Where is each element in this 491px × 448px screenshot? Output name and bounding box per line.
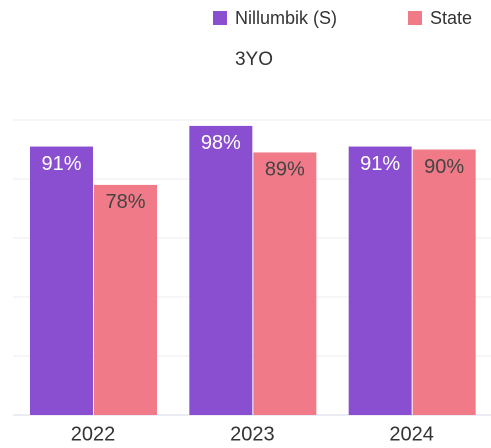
x-tick-label: 2022	[71, 423, 116, 445]
x-tick-label: 2023	[230, 423, 275, 445]
legend-swatch	[408, 11, 422, 25]
bar	[348, 146, 412, 416]
bar	[412, 149, 476, 415]
legend-label: State	[430, 8, 472, 28]
chart-title: 3YO	[235, 49, 273, 70]
value-label: 90%	[424, 156, 464, 178]
x-tick-label: 2024	[389, 423, 434, 445]
legend-swatch	[213, 11, 227, 25]
bar	[94, 184, 157, 415]
bar	[253, 152, 317, 415]
value-label: 78%	[105, 191, 145, 213]
value-label: 91%	[360, 153, 400, 175]
bar	[189, 125, 253, 416]
bar	[30, 146, 93, 416]
value-label: 98%	[201, 132, 241, 154]
value-label: 89%	[265, 159, 305, 181]
value-label: 91%	[41, 153, 81, 175]
legend-label: Nillumbik (S)	[235, 8, 337, 28]
